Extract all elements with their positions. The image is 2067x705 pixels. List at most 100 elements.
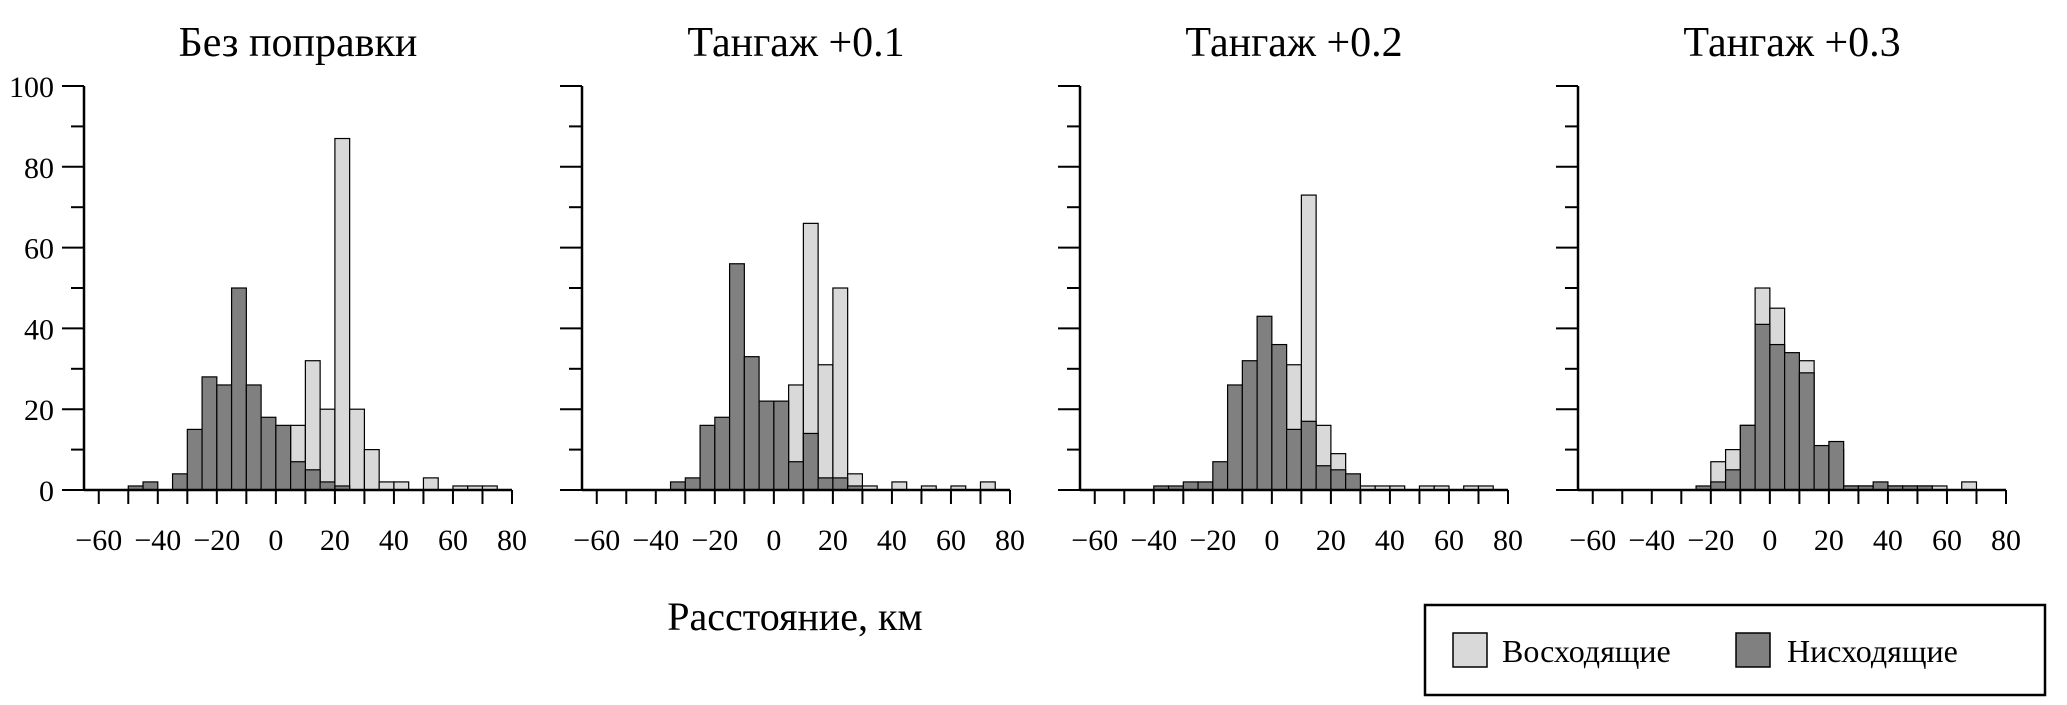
- y-tick-label: 40: [24, 313, 54, 346]
- x-tick-label: −40: [1628, 524, 1675, 557]
- x-tick-label: 60: [936, 524, 966, 557]
- x-tick-label: −40: [1130, 524, 1177, 557]
- histogram-bar: [1739, 424, 1756, 491]
- y-tick-label: 0: [39, 475, 54, 508]
- histogram-bar: [1345, 473, 1362, 491]
- histogram-bar: [275, 424, 292, 491]
- legend-label-ascending: Восходящие: [1502, 633, 1671, 669]
- histogram-bar: [1256, 315, 1273, 491]
- histogram-bar: [684, 477, 701, 491]
- panel-4: Тангаж +0.3 −60 −40 −20 0 20 40 60 80: [1556, 20, 2021, 557]
- panel-title: Тангаж +0.1: [687, 20, 904, 66]
- histogram-bar: [1784, 352, 1800, 491]
- histogram-bar: [216, 384, 233, 491]
- histogram-bar: [201, 376, 218, 491]
- y-tick-label: 80: [24, 152, 54, 185]
- x-tick-label: −20: [1687, 524, 1734, 557]
- x-tick-label: −60: [1569, 524, 1616, 557]
- x-tick-label: −20: [691, 524, 738, 557]
- y-tick-label: 20: [24, 394, 54, 427]
- histogram-bar: [1286, 428, 1302, 491]
- histogram-bar: [788, 461, 804, 491]
- histogram-bar: [1212, 461, 1229, 491]
- x-tick-label: 20: [818, 524, 848, 557]
- panel-title: Тангаж +0.2: [1185, 20, 1402, 66]
- histogram-bar: [363, 449, 380, 491]
- histogram-bar: [230, 287, 247, 491]
- x-tick-label: 60: [1932, 524, 1962, 557]
- x-tick-label: 20: [320, 524, 350, 557]
- histogram-bar: [699, 424, 716, 491]
- histogram-bar: [422, 477, 439, 491]
- x-tick-label: 80: [995, 524, 1025, 557]
- histogram-bar: [1300, 420, 1317, 491]
- histogram-bar: [758, 400, 775, 491]
- histogram-bar: [832, 287, 849, 491]
- legend-swatch-ascending: [1452, 632, 1488, 668]
- histogram-bar: [817, 364, 834, 491]
- histogram-bar: [714, 416, 731, 491]
- histogram-bar: [171, 473, 188, 491]
- histogram-bar: [1769, 343, 1786, 491]
- x-tick-label: 40: [877, 524, 907, 557]
- histogram-bar: [728, 263, 745, 491]
- x-tick-label: 60: [1434, 524, 1464, 557]
- histogram-bar: [1798, 372, 1815, 491]
- legend-label-descending: Нисходящие: [1787, 633, 1958, 669]
- x-tick-label: 60: [438, 524, 468, 557]
- histogram-bar: [1813, 444, 1830, 491]
- x-tick-label: −40: [632, 524, 679, 557]
- x-tick-label: 80: [1991, 524, 2021, 557]
- panel-3: Тангаж +0.2 −60 −40 −20 0 20 40 60 80: [1058, 20, 1523, 557]
- histogram-bar: [186, 428, 203, 491]
- histogram-bar: [245, 384, 262, 491]
- x-tick-label: 0: [268, 524, 283, 557]
- histogram-bar: [1271, 343, 1288, 491]
- histogram-bar: [1241, 360, 1258, 491]
- histogram-bar: [1330, 469, 1347, 491]
- legend: Восходящие Нисходящие: [1423, 603, 2047, 697]
- x-tick-label: −20: [1189, 524, 1236, 557]
- histogram-bar: [743, 356, 760, 491]
- x-tick-label: 80: [1493, 524, 1523, 557]
- histogram-bar: [802, 432, 819, 491]
- histogram-bar: [260, 416, 277, 491]
- histogram-bar: [290, 461, 306, 491]
- histogram-bar: [349, 408, 366, 491]
- histogram-bar: [1828, 440, 1845, 491]
- histogram-bar: [334, 137, 351, 491]
- x-tick-label: 0: [1762, 524, 1777, 557]
- panel-1: Без поправки −60 −40 −20 0 20 40 60 80 0 20 40 60 80 1…: [9, 20, 527, 557]
- legend-box: [1423, 603, 2047, 697]
- histogram-bar: [304, 469, 321, 491]
- histogram-bar: [773, 400, 790, 491]
- x-tick-label: 0: [766, 524, 781, 557]
- panel-title: Без поправки: [179, 20, 418, 66]
- x-tick-label: 20: [1814, 524, 1844, 557]
- x-tick-label: −40: [134, 524, 181, 557]
- x-tick-label: 0: [1264, 524, 1279, 557]
- x-axis-label: Расстояние, км: [667, 594, 922, 639]
- x-tick-label: 80: [497, 524, 527, 557]
- x-tick-label: −60: [573, 524, 620, 557]
- y-tick-label: 60: [24, 233, 54, 266]
- panel-title: Тангаж +0.3: [1683, 20, 1900, 66]
- x-tick-label: 20: [1316, 524, 1346, 557]
- histogram-bar: [1315, 465, 1332, 491]
- histogram-bar: [817, 477, 834, 491]
- panel-2: Тангаж +0.1 −60 −40 −20 0 20 40 60 80: [560, 20, 1025, 557]
- x-tick-label: −60: [75, 524, 122, 557]
- histogram-bar: [319, 408, 336, 491]
- legend-swatch-descending: [1735, 632, 1771, 668]
- histogram-bar: [1226, 384, 1243, 491]
- x-tick-label: −60: [1071, 524, 1118, 557]
- x-tick-label: 40: [379, 524, 409, 557]
- x-tick-label: 40: [1375, 524, 1405, 557]
- y-tick-label: 100: [9, 71, 54, 104]
- histogram-bar: [1754, 323, 1771, 491]
- histogram-bar: [832, 477, 849, 491]
- x-tick-label: 40: [1873, 524, 1903, 557]
- histogram-bar: [1724, 469, 1741, 491]
